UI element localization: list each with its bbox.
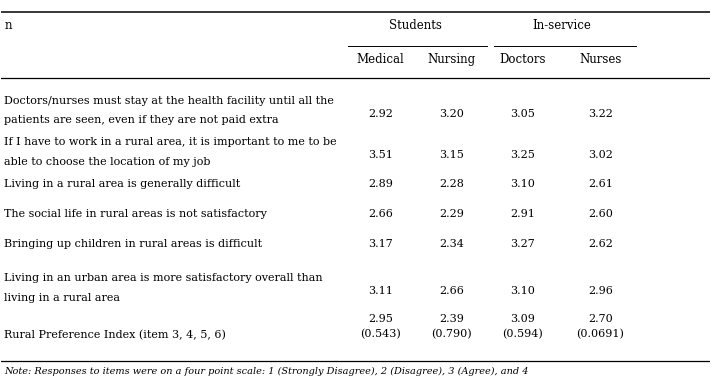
- Text: Doctors/nurses must stay at the health facility until all the: Doctors/nurses must stay at the health f…: [4, 96, 334, 106]
- Text: 3.17: 3.17: [368, 239, 392, 249]
- Text: Rural Preference Index (item 3, 4, 5, 6): Rural Preference Index (item 3, 4, 5, 6): [4, 329, 226, 340]
- Text: 2.39: 2.39: [439, 315, 464, 324]
- Text: 2.29: 2.29: [439, 209, 464, 219]
- Text: In-service: In-service: [532, 19, 591, 32]
- Text: (0.594): (0.594): [502, 329, 542, 340]
- Text: 3.15: 3.15: [439, 150, 464, 160]
- Text: able to choose the location of my job: able to choose the location of my job: [4, 157, 210, 167]
- Text: 2.60: 2.60: [588, 209, 613, 219]
- Text: Doctors: Doctors: [499, 53, 545, 66]
- Text: 3.25: 3.25: [510, 150, 535, 160]
- Text: (0.543): (0.543): [360, 329, 401, 340]
- Text: 3.09: 3.09: [510, 315, 535, 324]
- Text: 3.27: 3.27: [510, 239, 535, 249]
- Text: 3.22: 3.22: [588, 109, 613, 119]
- Text: n: n: [4, 19, 12, 32]
- Text: Students: Students: [390, 19, 442, 32]
- Text: 3.11: 3.11: [368, 286, 392, 296]
- Text: 3.51: 3.51: [368, 150, 392, 160]
- Text: 2.61: 2.61: [588, 179, 613, 189]
- Text: 3.02: 3.02: [588, 150, 613, 160]
- Text: 3.05: 3.05: [510, 109, 535, 119]
- Text: Note: Responses to items were on a four point scale: 1 (Strongly Disagree), 2 (D: Note: Responses to items were on a four …: [4, 366, 529, 376]
- Text: 2.28: 2.28: [439, 179, 464, 189]
- Text: The social life in rural areas is not satisfactory: The social life in rural areas is not sa…: [4, 209, 267, 219]
- Text: 2.89: 2.89: [368, 179, 392, 189]
- Text: 3.10: 3.10: [510, 286, 535, 296]
- Text: 2.66: 2.66: [368, 209, 392, 219]
- Text: 2.95: 2.95: [368, 315, 392, 324]
- Text: (0.790): (0.790): [431, 329, 471, 340]
- Text: Nurses: Nurses: [579, 53, 621, 66]
- Text: 2.62: 2.62: [588, 239, 613, 249]
- Text: 2.34: 2.34: [439, 239, 464, 249]
- Text: If I have to work in a rural area, it is important to me to be: If I have to work in a rural area, it is…: [4, 137, 337, 147]
- Text: 3.10: 3.10: [510, 179, 535, 189]
- Text: 2.92: 2.92: [368, 109, 392, 119]
- Text: Living in a rural area is generally difficult: Living in a rural area is generally diff…: [4, 179, 240, 189]
- Text: Living in an urban area is more satisfactory overall than: Living in an urban area is more satisfac…: [4, 273, 323, 283]
- Text: 2.96: 2.96: [588, 286, 613, 296]
- Text: patients are seen, even if they are not paid extra: patients are seen, even if they are not …: [4, 115, 279, 125]
- Text: Bringing up children in rural areas is difficult: Bringing up children in rural areas is d…: [4, 239, 262, 249]
- Text: Medical: Medical: [356, 53, 405, 66]
- Text: (0.0691): (0.0691): [577, 329, 624, 340]
- Text: 2.66: 2.66: [439, 286, 464, 296]
- Text: 3.20: 3.20: [439, 109, 464, 119]
- Text: Nursing: Nursing: [427, 53, 476, 66]
- Text: 2.91: 2.91: [510, 209, 535, 219]
- Text: living in a rural area: living in a rural area: [4, 293, 120, 302]
- Text: 2.70: 2.70: [588, 315, 613, 324]
